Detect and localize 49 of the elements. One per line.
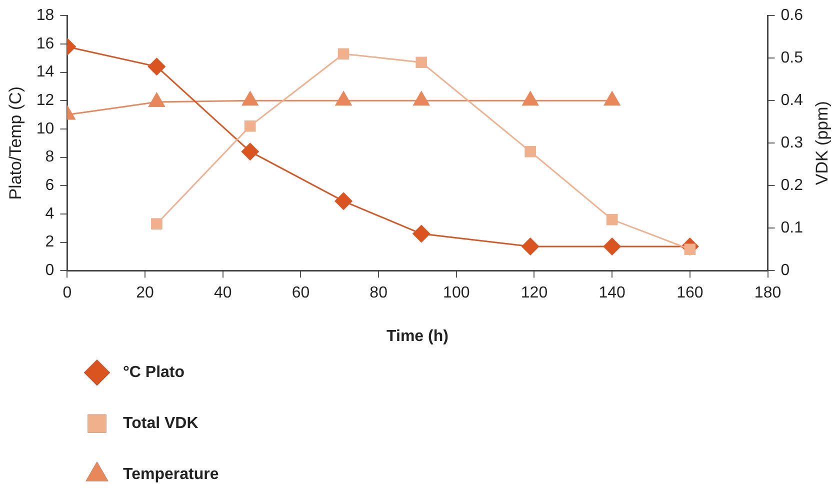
y2-tick-label: 0.1 [780,220,804,237]
point [151,218,162,230]
y-tick-label: 14 [36,64,54,81]
x-tick-label: 40 [214,284,232,302]
point [334,90,352,106]
y-tick-label: 18 [36,7,54,24]
point [416,56,428,68]
y2-tick-label: 0.4 [780,92,804,110]
y-tick-label: 2 [45,234,54,251]
point [412,90,430,106]
x-tick-label: 80 [370,284,388,302]
x-tick-label: 140 [598,284,626,302]
y2-axis-title: VDK (ppm) [812,101,832,186]
legend-label: Total VDK [123,415,199,432]
y-tick-label: 12 [36,92,54,110]
point [521,238,540,256]
point [148,92,166,108]
x-axis-title: Time (h) [386,328,448,345]
point [338,48,350,60]
y2-tick-label: 0.2 [780,177,804,194]
x-tick-label: 160 [676,284,704,302]
x-tick-label: 0 [62,284,72,302]
y-tick-label: 16 [36,35,54,52]
point [603,90,621,106]
x-tick-label: 20 [136,284,154,302]
x-tick-label: 60 [292,284,310,302]
x-tick-label: 100 [443,284,470,302]
y2-tick-label: 0 [780,262,790,280]
y-axis-title: Plato/Temp (C) [6,86,25,200]
point [522,90,540,106]
legend-label: °C Plato [123,364,185,382]
y2-tick-label: 0.6 [780,7,804,24]
legend-label: Temperature [123,466,219,484]
y-tick-label: 6 [45,177,54,194]
x-tick-label: 180 [754,284,782,302]
y2-tick-label: 0.3 [780,134,804,152]
point [606,214,618,226]
point [524,146,536,158]
y-tick-label: 8 [45,148,54,166]
y-tick-label: 0 [45,262,54,280]
y2-tick-label: 0.5 [780,50,804,67]
y-tick-label: 10 [36,120,54,138]
point [412,224,430,243]
point [244,120,256,132]
point [241,90,259,106]
point [603,238,622,256]
point [334,192,353,210]
y-tick-label: 4 [45,205,54,222]
x-tick-label: 120 [520,284,548,302]
